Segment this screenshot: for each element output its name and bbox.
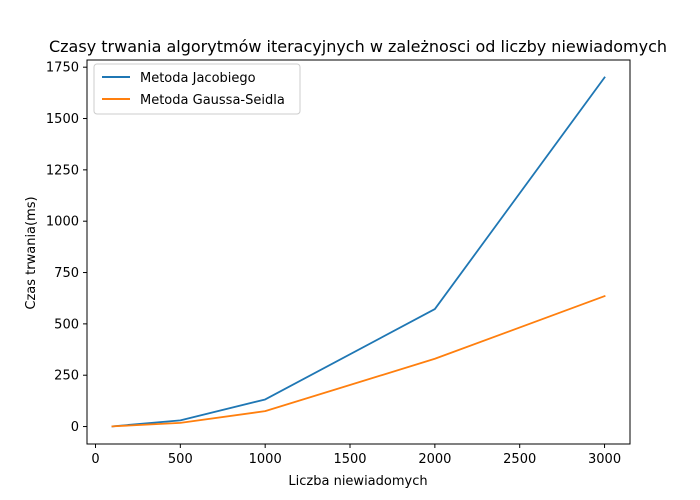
legend-label-jacobi: Metoda Jacobiego (140, 71, 256, 86)
y-tick-label: 1000 (46, 215, 79, 230)
x-tick-label: 0 (91, 452, 99, 467)
x-tick-label: 500 (168, 452, 193, 467)
y-tick-label: 1250 (46, 163, 79, 178)
x-tick-label: 3000 (588, 452, 621, 467)
x-tick-label: 1500 (333, 452, 366, 467)
series-line-jacobi (111, 76, 606, 428)
plot-area (86, 59, 631, 445)
legend: Metoda Jacobiego Metoda Gaussa-Seidla (93, 63, 301, 115)
y-tick-label: 750 (54, 266, 79, 281)
y-axis-ticks: 0 250 500 750 1000 1250 1500 1750 (46, 61, 87, 435)
y-tick-label: 1750 (46, 61, 79, 76)
x-axis-label: Liczba niewiadomych (288, 474, 427, 489)
x-tick-label: 1000 (249, 452, 282, 467)
y-axis-label: Czas trwania(ms) (24, 196, 39, 309)
x-tick-label: 2000 (418, 452, 451, 467)
x-tick-label: 2500 (503, 452, 536, 467)
y-tick-label: 500 (54, 317, 79, 332)
y-tick-label: 1500 (46, 112, 79, 127)
y-tick-label: 250 (54, 369, 79, 384)
y-tick-label: 0 (71, 420, 79, 435)
legend-box (93, 63, 301, 115)
x-axis-ticks: 0 500 1000 1500 2000 2500 3000 (91, 444, 621, 467)
series-lines (111, 76, 606, 428)
chart-title: Czasy trwania algorytmów iteracyjnych w … (49, 37, 667, 56)
series-line-gauss-seidel (111, 294, 606, 428)
legend-label-gauss-seidel: Metoda Gaussa-Seidla (140, 93, 285, 108)
